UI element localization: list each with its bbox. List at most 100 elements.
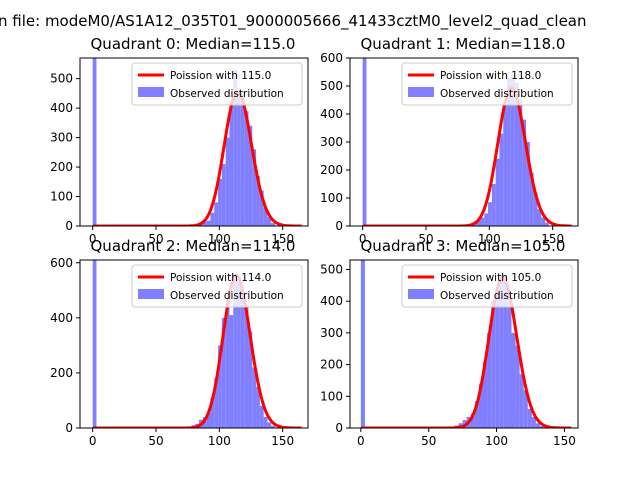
y-tick-label: 0	[335, 219, 343, 233]
histogram-bar	[487, 332, 492, 428]
histogram-bar	[491, 301, 496, 428]
y-tick-label: 600	[320, 51, 343, 65]
histogram-bar	[218, 178, 222, 226]
y-tick-label: 400	[50, 101, 73, 115]
histogram-bar	[518, 100, 523, 226]
figure-suptitle: n file: modeM0/AS1A12_035T01_9000005666_…	[0, 12, 587, 31]
x-tick-label: 50	[418, 232, 433, 246]
histogram-bar	[225, 298, 230, 428]
histogram-bar	[511, 332, 516, 428]
histogram-bar	[545, 222, 549, 226]
x-tick-label: 150	[271, 434, 294, 448]
histogram-bar	[474, 401, 479, 428]
y-tick-label: 500	[50, 72, 73, 86]
histogram-bar	[495, 288, 500, 428]
x-tick-label: 100	[208, 434, 231, 448]
legend-hist-label: Observed distribution	[170, 88, 284, 100]
y-tick-label: 0	[335, 421, 343, 435]
poisson-fit-line	[362, 86, 572, 226]
legend-fit-label: Poission with 114.0	[170, 272, 271, 284]
histogram-bar	[533, 192, 538, 226]
panel-title: Quadrant 3: Median=105.0	[361, 237, 566, 255]
histogram-bar	[515, 345, 520, 428]
legend-hist-swatch	[408, 289, 434, 299]
y-tick-label: 300	[50, 131, 73, 145]
histogram-bar	[244, 304, 249, 428]
histogram-bar	[267, 217, 272, 226]
histogram-bar	[214, 378, 219, 428]
histogram-bar	[470, 413, 475, 428]
histogram-bar	[259, 190, 264, 226]
legend-hist-label: Observed distribution	[170, 290, 284, 302]
histogram-bar	[210, 212, 215, 226]
x-tick-label: 100	[485, 434, 508, 448]
histogram-bar	[488, 202, 492, 226]
histogram-bar	[256, 386, 260, 428]
legend-box	[401, 264, 573, 308]
panel-title: Quadrant 2: Median=114.0	[91, 237, 296, 255]
panel-quadrant-1: Quadrant 1: Median=118.0 0 50 100 150 0 100 20…	[320, 35, 579, 246]
histogram-bar	[225, 137, 230, 226]
poisson-fit-line	[360, 276, 572, 428]
axes-frame	[79, 57, 309, 227]
histogram-bar	[252, 367, 257, 428]
panel-title: Quadrant 0: Median=115.0	[91, 35, 296, 53]
histogram-bar	[233, 69, 238, 226]
histogram-bar	[221, 317, 226, 428]
x-tick-label: 0	[89, 232, 97, 246]
axes-frame	[349, 259, 579, 429]
y-tick-label: 300	[320, 135, 343, 149]
plot-area	[92, 58, 302, 226]
histogram-bar	[237, 93, 241, 226]
histogram-bar	[514, 83, 519, 226]
histogram-bar	[499, 272, 504, 428]
histogram-bar	[206, 220, 211, 226]
histogram-bar	[507, 77, 511, 226]
x-tick-label: 150	[271, 232, 294, 246]
y-tick-label: 0	[65, 421, 73, 435]
legend-box	[131, 264, 303, 308]
histogram-bar	[484, 213, 489, 226]
y-tick-label: 300	[320, 326, 343, 340]
x-tick-label: 100	[208, 232, 231, 246]
histogram-bar	[503, 105, 508, 226]
histogram-bar	[480, 217, 485, 226]
histogram-bar	[522, 119, 527, 226]
y-tick-label: 400	[320, 294, 343, 308]
legend-hist-label: Observed distribution	[440, 290, 554, 302]
histogram-bar	[240, 90, 245, 226]
y-tick-label: 500	[320, 263, 343, 277]
histogram-bar	[541, 217, 546, 226]
histogram-bar	[507, 294, 512, 428]
panel-quadrant-0: Quadrant 0: Median=115.0 0 50 100 150 0 100 20…	[50, 35, 309, 246]
histogram-bar	[267, 422, 272, 428]
histogram-bar	[256, 175, 260, 226]
histogram-bar	[537, 209, 542, 226]
histogram-bar	[499, 133, 504, 226]
x-tick-label: 50	[148, 434, 163, 448]
y-tick-label: 500	[320, 79, 343, 93]
y-tick-label: 100	[320, 191, 343, 205]
histogram-bar	[206, 412, 211, 428]
y-tick-label: 200	[320, 163, 343, 177]
x-tick-label: 50	[421, 434, 436, 448]
y-tick-label: 600	[50, 256, 73, 270]
histogram-bar	[202, 221, 207, 226]
histogram-bar	[483, 361, 488, 428]
x-tick-label: 0	[357, 434, 365, 448]
histogram-bar	[503, 275, 508, 428]
axes-frame	[79, 259, 309, 429]
y-tick-label: 400	[50, 311, 73, 325]
x-tick-label: 0	[359, 232, 367, 246]
histogram-bar	[476, 220, 481, 226]
histogram-bar	[527, 408, 532, 428]
histogram-bar	[271, 223, 276, 226]
histogram-bar	[221, 164, 226, 226]
histogram-bar	[526, 142, 530, 226]
legend-hist-swatch	[408, 87, 434, 97]
histogram-bar	[540, 426, 545, 428]
x-tick-label: 50	[148, 232, 163, 246]
legend-fit-label: Poission with 118.0	[440, 70, 541, 82]
histogram-bar	[531, 416, 536, 428]
